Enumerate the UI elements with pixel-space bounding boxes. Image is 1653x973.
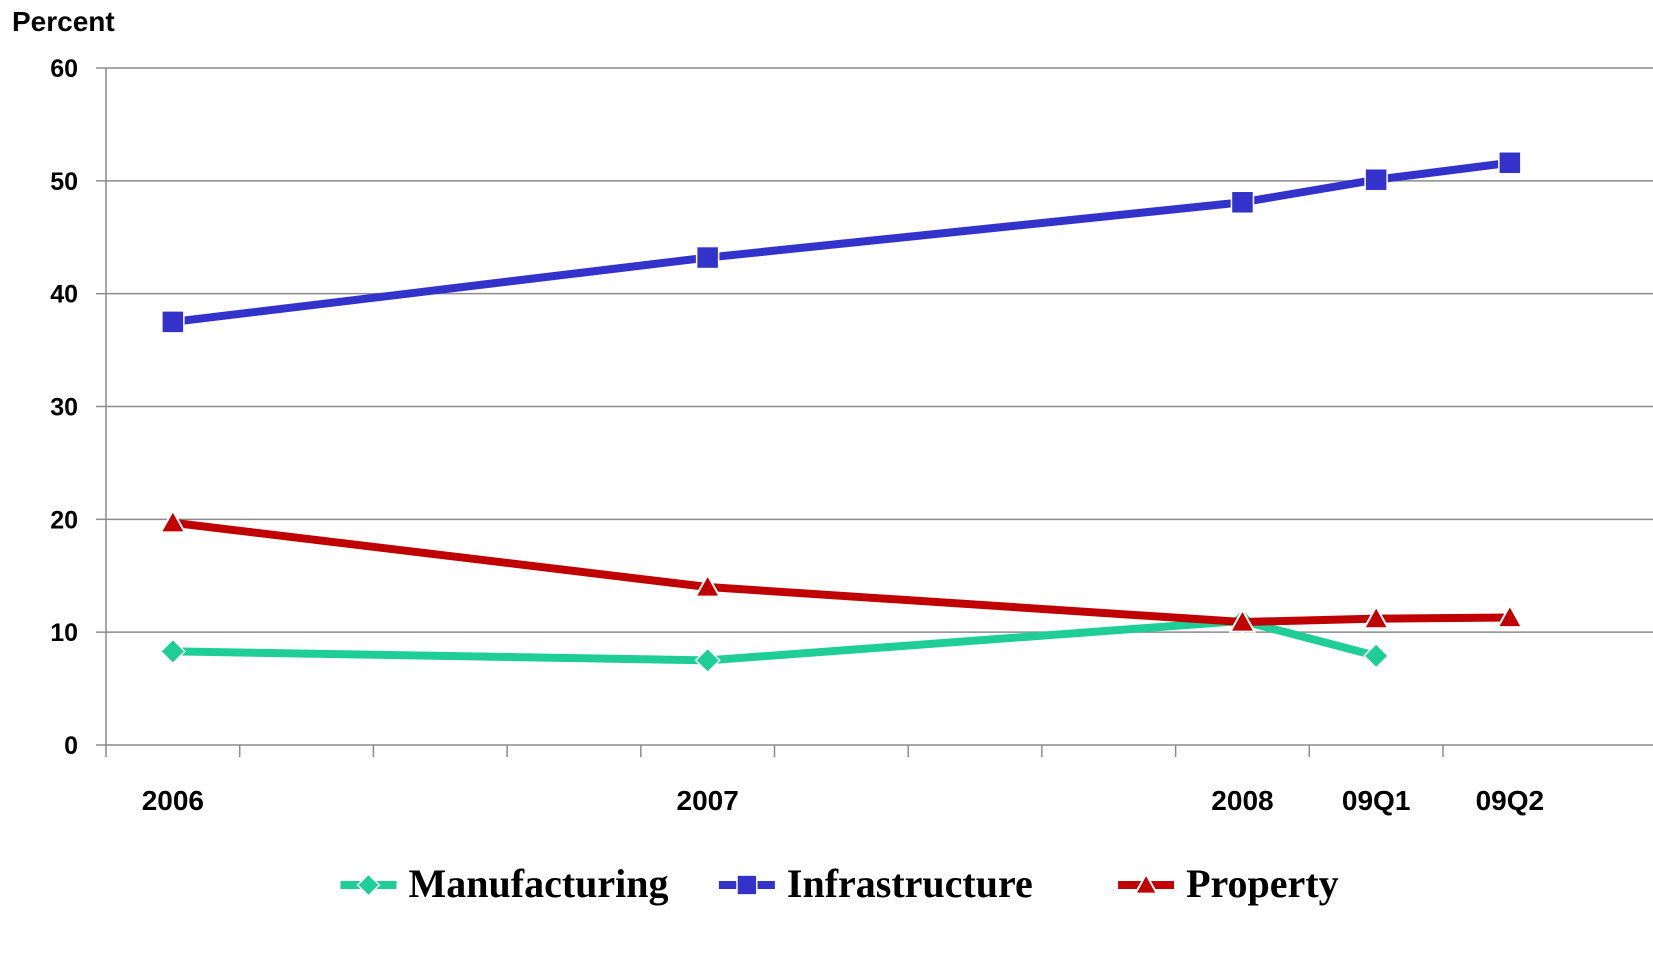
x-tick-label: 2008 (1211, 785, 1273, 816)
series-lines (159, 151, 1524, 674)
data-point-infrastructure (1230, 190, 1255, 215)
legend-marker (356, 873, 381, 897)
gridlines (106, 67, 1653, 633)
y-tick-label: 10 (50, 619, 78, 647)
legend: Manufacturing Infrastructure Property (340, 861, 1339, 906)
y-axis-label: Percent (12, 6, 115, 37)
data-point-property (159, 508, 187, 534)
series-line-manufacturing (168, 616, 1381, 665)
y-tick-label: 20 (50, 506, 78, 534)
series-property (159, 508, 1524, 633)
axes: Percent 0 10 20 30 40 50 60 2006 2007 2008 09Q1 09Q2 (12, 6, 1653, 816)
series-line-property (168, 518, 1514, 627)
data-point-manufacturing (1363, 642, 1390, 669)
series-line-infrastructure (168, 158, 1514, 326)
x-tick-label: 09Q2 (1476, 785, 1545, 816)
data-point-manufacturing (694, 647, 721, 674)
legend-marker (736, 874, 758, 896)
x-tick-label: 2006 (142, 785, 204, 816)
data-point-property (1228, 607, 1257, 633)
data-point-infrastructure (161, 310, 185, 334)
legend-label: Manufacturing (409, 861, 669, 906)
y-tick-label: 0 (64, 732, 78, 760)
data-point-infrastructure (1364, 167, 1388, 192)
y-tick-label: 30 (50, 394, 78, 422)
data-point-manufacturing (159, 638, 186, 665)
y-tick-label: 50 (50, 168, 78, 196)
y-tick-label: 40 (50, 281, 78, 309)
legend-item-manufacturing: Manufacturing (340, 861, 669, 906)
legend-label: Infrastructure (787, 861, 1033, 906)
legend-marker (1133, 872, 1159, 895)
x-tick-label: 2007 (677, 785, 739, 816)
legend-item-property: Property (1118, 861, 1339, 906)
x-tick-label: 09Q1 (1342, 785, 1411, 816)
data-point-infrastructure (1498, 151, 1522, 175)
series-infrastructure (161, 151, 1522, 334)
data-point-property (1496, 603, 1524, 629)
y-tick-label: 60 (50, 55, 78, 83)
data-point-property (693, 572, 722, 598)
data-point-property (1362, 604, 1390, 630)
legend-label: Property (1186, 861, 1339, 906)
legend-item-infrastructure: Infrastructure (718, 861, 1033, 906)
data-point-infrastructure (695, 245, 720, 270)
